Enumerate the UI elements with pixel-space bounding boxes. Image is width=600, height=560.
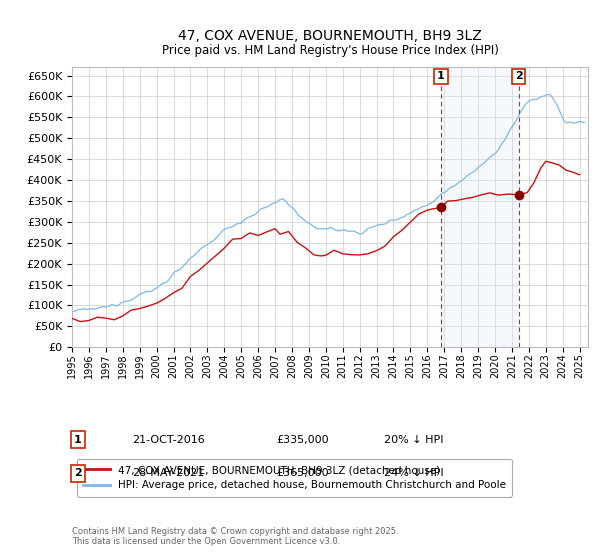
Text: 2: 2: [515, 71, 523, 81]
Text: 20% ↓ HPI: 20% ↓ HPI: [384, 435, 443, 445]
Text: 1: 1: [74, 435, 82, 445]
Bar: [441, 67, 519, 347]
Text: £335,000: £335,000: [276, 435, 329, 445]
Text: 21-OCT-2016: 21-OCT-2016: [132, 435, 205, 445]
Legend: 47, COX AVENUE, BOURNEMOUTH, BH9 3LZ (detached house), HPI: Average price, detac: 47, COX AVENUE, BOURNEMOUTH, BH9 3LZ (de…: [77, 459, 512, 497]
Text: Contains HM Land Registry data © Crown copyright and database right 2025.
This d: Contains HM Land Registry data © Crown c…: [72, 526, 398, 546]
Text: £365,000: £365,000: [276, 468, 329, 478]
Text: 24% ↓ HPI: 24% ↓ HPI: [384, 468, 443, 478]
Text: 28-MAY-2021: 28-MAY-2021: [132, 468, 204, 478]
Text: Price paid vs. HM Land Registry's House Price Index (HPI): Price paid vs. HM Land Registry's House …: [161, 44, 499, 57]
Text: 47, COX AVENUE, BOURNEMOUTH, BH9 3LZ: 47, COX AVENUE, BOURNEMOUTH, BH9 3LZ: [178, 29, 482, 44]
Text: 1: 1: [437, 71, 445, 81]
Text: 2: 2: [74, 468, 82, 478]
